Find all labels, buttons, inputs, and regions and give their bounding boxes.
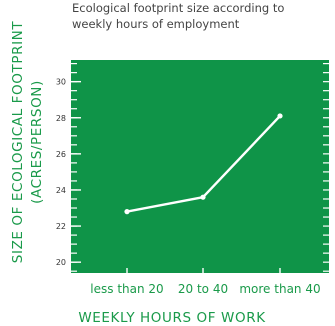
- series-layer: [124, 113, 283, 215]
- plot-area: [71, 60, 329, 273]
- y-tick-label: 26: [56, 150, 66, 159]
- data-point: [200, 194, 206, 200]
- chart-title-line-1: Ecological footprint size according to: [72, 1, 284, 15]
- y-axis-ticks: 20 22 24 26 28 30: [56, 78, 81, 267]
- y-axis-label-line-1: SIZE OF ECOLOGICAL FOOTPRINT: [10, 21, 26, 264]
- data-point: [124, 209, 130, 215]
- x-axis-label: WEEKLY HOURS OF WORK: [78, 310, 266, 326]
- data-point: [277, 113, 283, 119]
- y-axis-label-line-2: (ACRES/PERSON): [29, 80, 45, 204]
- y-tick-label: 30: [56, 78, 66, 87]
- minor-tick-marks: [71, 63, 329, 272]
- x-tick-label: less than 20: [90, 282, 163, 296]
- chart-title-line-2: weekly hours of employment: [72, 17, 240, 31]
- y-tick-label: 24: [56, 186, 66, 195]
- y-tick-label: 22: [56, 222, 66, 231]
- x-tick-label: 20 to 40: [178, 282, 228, 296]
- x-tick-label: more than 40: [239, 282, 320, 296]
- y-tick-label: 28: [56, 114, 66, 123]
- x-axis-ticks: less than 20 20 to 40 more than 40: [90, 268, 321, 296]
- y-tick-label: 20: [56, 258, 66, 267]
